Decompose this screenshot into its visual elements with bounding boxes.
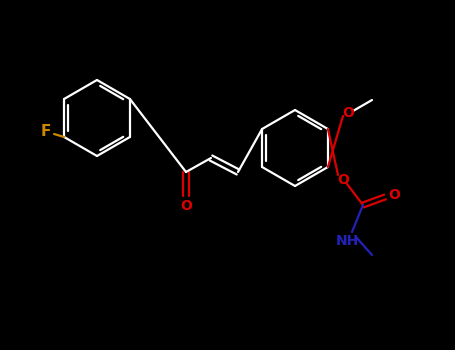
- Text: F: F: [41, 125, 51, 140]
- Text: O: O: [337, 173, 349, 187]
- Text: NH: NH: [335, 234, 359, 248]
- Text: O: O: [180, 199, 192, 213]
- Text: O: O: [342, 106, 354, 120]
- Text: O: O: [388, 188, 400, 202]
